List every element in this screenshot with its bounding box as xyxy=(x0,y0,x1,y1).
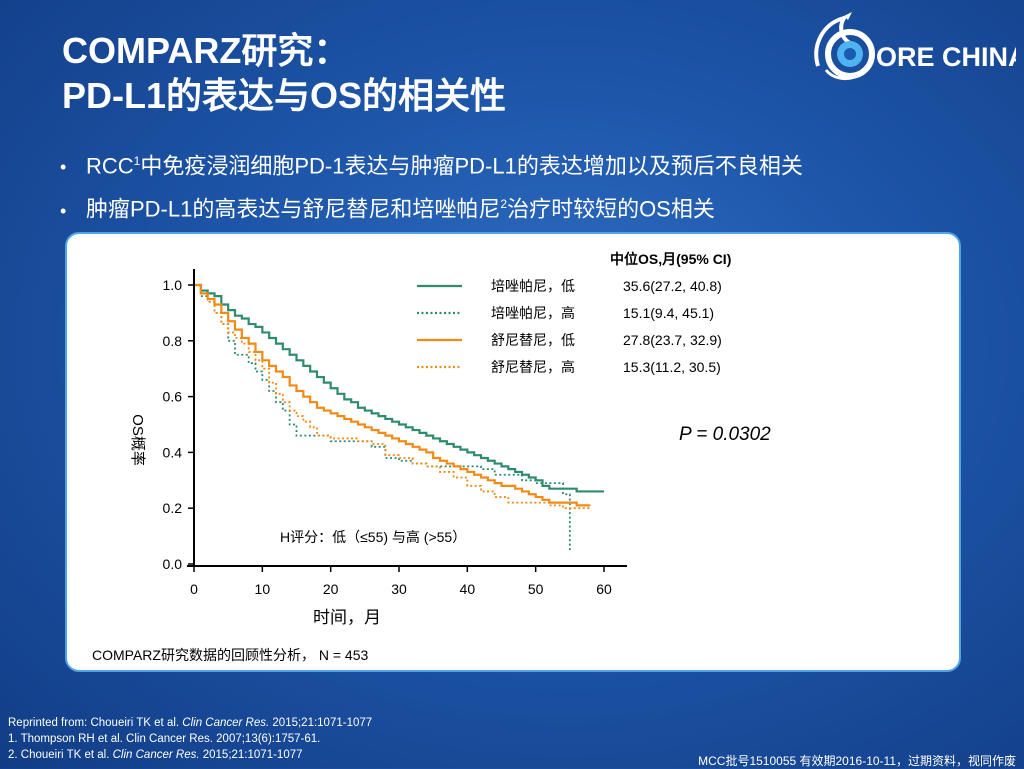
reference-item: Reprinted from: Choueiri TK et al. Clin … xyxy=(8,717,373,729)
chart-ticks: 0.0 0.2 0.4 0.6 0.8 1.0 0 10 20 30 40 50 60 xyxy=(163,277,612,597)
slide-title-line2: PD-L1的表达与OS的相关性 xyxy=(62,75,507,116)
legend-label: 舒尼替尼，高 xyxy=(491,359,575,375)
y-axis-label: OS概率 xyxy=(129,414,146,466)
bullet-item: • 肿瘤PD-L1的高表达与舒尼替尼和培唑帕尼2治疗时较短的OS相关 xyxy=(60,196,715,222)
x-tick-label: 60 xyxy=(596,581,612,597)
km-curve-2 xyxy=(194,284,571,551)
chart-legend: 培唑帕尼，低 35.6(27.2, 40.8) 培唑帕尼，高 15.1(9.4, 45… xyxy=(417,278,722,375)
y-tick-label: 0.6 xyxy=(163,389,183,405)
km-chart: 0.0 0.2 0.4 0.6 0.8 1.0 0 10 20 30 40 50 60 时间，月 OS概… xyxy=(92,251,771,663)
legend-header: 中位OS,月(95% CI) xyxy=(610,251,731,267)
legend-median: 15.3(11.2, 30.5) xyxy=(623,359,721,375)
references: Reprinted from: Choueiri TK et al. Clin … xyxy=(8,715,372,763)
km-curve-4 xyxy=(194,284,591,510)
chart-panel: 0.0 0.2 0.4 0.6 0.8 1.0 0 10 20 30 40 50 60 时间，月 OS概… xyxy=(65,232,961,672)
y-tick-label: 1.0 xyxy=(163,277,183,293)
legend-median: 15.1(9.4, 45.1) xyxy=(623,305,714,321)
x-tick-label: 50 xyxy=(528,581,544,597)
reference-item: 2. Choueiri TK et al. Clin Cancer Res. 2… xyxy=(8,749,303,761)
y-tick-label: 0.4 xyxy=(163,444,183,460)
h-score-note: H评分：低（≤55) 与高 (>55） xyxy=(280,529,466,545)
slide-title-line1: COMPARZ研究： xyxy=(62,30,350,71)
y-tick-label: 0.2 xyxy=(163,500,183,516)
legend-median: 27.8(23.7, 32.9) xyxy=(623,332,722,348)
y-tick-label: 0.0 xyxy=(163,556,183,572)
legend-label: 舒尼替尼，低 xyxy=(491,332,575,348)
core-china-dragon-logo-icon: ORE CHINA xyxy=(814,12,1016,80)
reference-item: 1. Thompson RH et al. Clin Cancer Res. 2… xyxy=(8,733,321,745)
x-tick-label: 30 xyxy=(391,581,407,597)
x-axis-label: 时间，月 xyxy=(313,608,381,627)
x-tick-label: 20 xyxy=(323,581,339,597)
legend-label: 培唑帕尼，高 xyxy=(491,305,575,321)
bullet-list: • RCC1中免疫浸润细胞PD-1表达与肿瘤PD-L1的表达增加以及预后不良相关 … xyxy=(60,143,803,230)
chart-footnote: COMPARZ研究数据的回顾性分析， N = 453 xyxy=(92,647,368,663)
x-tick-label: 10 xyxy=(255,581,271,597)
x-tick-label: 0 xyxy=(190,581,198,597)
footer-note: MCC批号1510055 有效期2016-10-11，过期资料，视同作废 xyxy=(698,754,1016,768)
chart-axes xyxy=(187,269,627,567)
y-tick-label: 0.8 xyxy=(163,333,183,349)
slide-title: COMPARZ研究： PD-L1的表达与OS的相关性 xyxy=(62,28,506,118)
x-tick-label: 40 xyxy=(460,581,476,597)
km-curve-1 xyxy=(194,283,604,493)
km-curve-3 xyxy=(194,283,591,507)
legend-median: 35.6(27.2, 40.8) xyxy=(623,278,722,294)
legend-label: 培唑帕尼，低 xyxy=(491,278,575,294)
logo-text: ORE CHINA xyxy=(876,42,1016,72)
km-curves xyxy=(194,283,604,551)
p-value-label: P = 0.0302 xyxy=(679,424,771,445)
bullet-item: • RCC1中免疫浸润细胞PD-1表达与肿瘤PD-L1的表达增加以及预后不良相关 xyxy=(60,153,803,179)
